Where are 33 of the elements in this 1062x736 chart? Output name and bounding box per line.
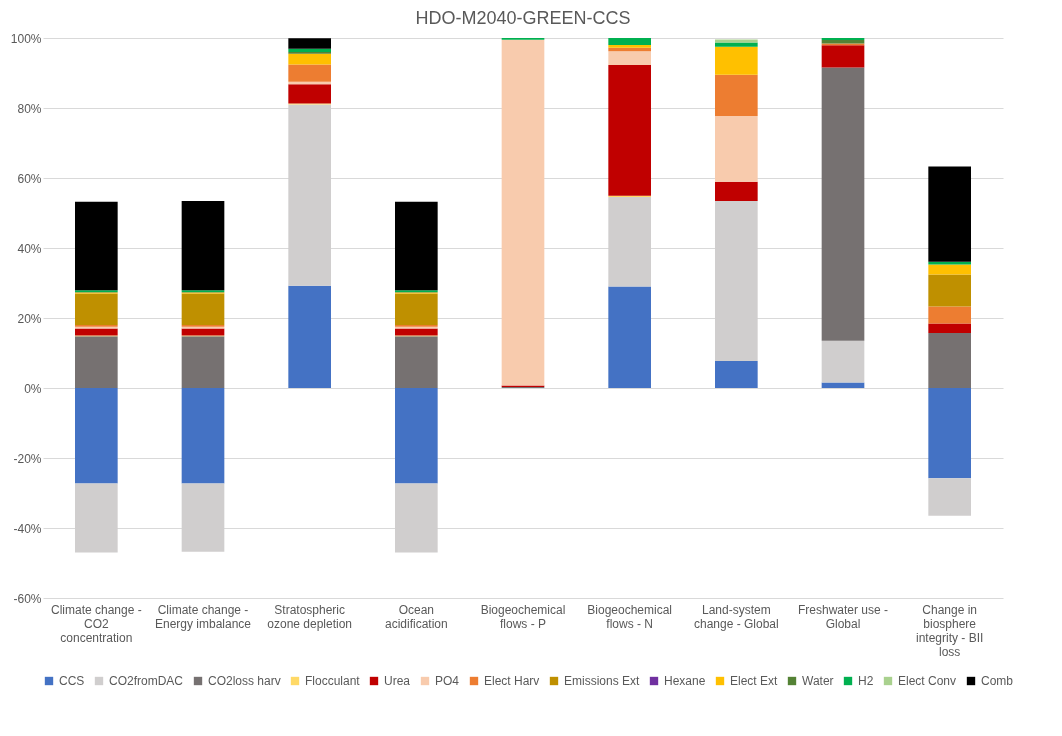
y-tick-label: 60% — [17, 171, 42, 186]
y-tick-label: 0% — [24, 381, 42, 396]
legend-label: Elect Ext — [730, 674, 779, 688]
legend-label: Urea — [384, 674, 411, 688]
legend-label: CCS — [59, 674, 85, 688]
legend-label: CO2loss harv — [208, 674, 281, 688]
chart-title: HDO-M2040-GREEN-CCS — [415, 8, 631, 28]
y-tick-label: -40% — [13, 521, 42, 536]
legend-label: PO4 — [435, 674, 460, 688]
y-tick-label: 100% — [10, 31, 42, 46]
y-tick-label: 80% — [17, 101, 42, 116]
x-tick-label: Ocean acidification — [384, 602, 448, 631]
legend-label: Water — [802, 674, 834, 688]
legend-label: Emissions Ext — [564, 674, 641, 688]
x-tick-label: Land-system change - Global — [693, 602, 779, 631]
legend-label: CO2fromDAC — [109, 674, 184, 688]
legend-label: Elect Harv — [484, 674, 540, 688]
y-tick-label: -20% — [13, 451, 42, 466]
y-tick-label: -60% — [13, 591, 42, 606]
legend-label: Comb — [981, 674, 1014, 688]
x-tick-label: Change in biosphere integrity - BII loss — [915, 602, 984, 659]
y-tick-label: 40% — [17, 241, 42, 256]
x-tick-label: Biogeochemical flows - N — [587, 602, 673, 631]
legend-label: Hexane — [664, 674, 706, 688]
x-tick-label: Climate change - Energy imbalance — [154, 602, 252, 631]
x-tick-label: Biogeochemical flows - P — [480, 602, 566, 631]
y-tick-label: 20% — [17, 311, 42, 326]
x-tick-label: Stratospheric ozone depletion — [267, 602, 353, 631]
x-tick-label: Climate change - CO2 concentration — [50, 602, 142, 645]
legend-label: H2 — [858, 674, 874, 688]
legend-label: Elect Conv — [898, 674, 957, 688]
legend-label: Flocculant — [305, 674, 361, 688]
x-tick-label: Freshwater use - Global — [797, 602, 889, 631]
